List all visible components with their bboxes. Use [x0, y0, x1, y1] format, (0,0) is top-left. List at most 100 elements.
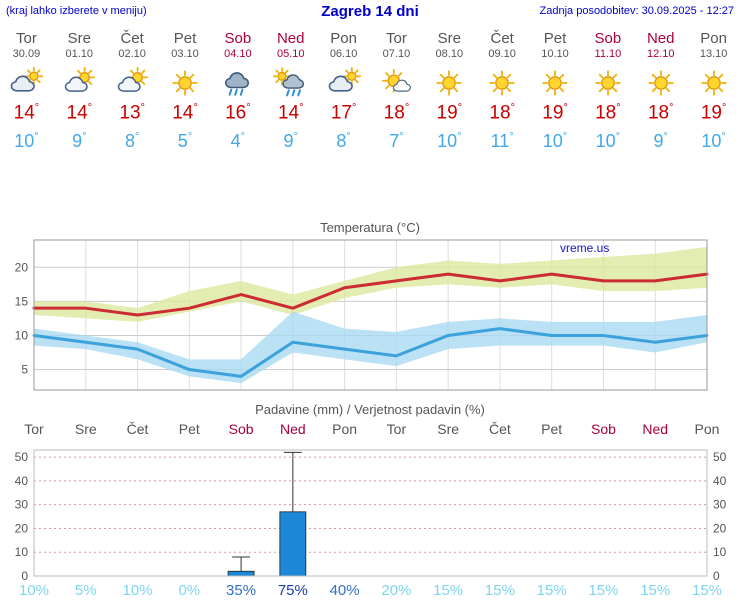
- min-temp: 9°: [653, 131, 668, 152]
- rain-icon: [224, 72, 249, 96]
- temperature-chart: 5 10 15 20 vreme.us: [15, 239, 709, 391]
- precip-probability: 40%: [330, 582, 360, 599]
- day-column[interactable]: Čet 09.10 18° 11°: [476, 30, 529, 152]
- precip-probability: 20%: [381, 582, 411, 599]
- max-temp: 19°: [700, 102, 727, 124]
- day-date: 04.10: [224, 48, 252, 60]
- svg-text:0: 0: [713, 569, 720, 583]
- precip-probability: 15%: [692, 582, 722, 599]
- min-temp: 10°: [542, 131, 568, 152]
- day-name: Sob: [224, 30, 252, 47]
- day-column[interactable]: Sob 11.10 18° 10°: [581, 30, 634, 152]
- precip-day-label: Ned: [642, 421, 668, 437]
- day-name: Čet: [490, 30, 514, 47]
- day-date: 06.10: [329, 48, 358, 60]
- day-name: Pon: [330, 30, 357, 47]
- day-column[interactable]: Pon 13.10 19° 10°: [687, 30, 740, 152]
- day-date: 07.10: [382, 48, 411, 60]
- day-column[interactable]: Sre 08.10 19° 10°: [423, 30, 476, 152]
- precipitation-chart: Tor Sre Čet Pet Sob Ned Pon Tor Sre Čet Pet Sob Ned P…: [15, 421, 727, 599]
- day-column[interactable]: Sob 04.10 16° 4°: [211, 30, 264, 152]
- svg-text:10: 10: [15, 328, 29, 342]
- day-date: 30.09: [12, 48, 41, 60]
- min-temp: 7°: [389, 131, 404, 152]
- cloudy-icon: [11, 67, 44, 92]
- precip-probability: 15%: [433, 582, 463, 599]
- day-column[interactable]: Pet 10.10 19° 10°: [529, 30, 582, 152]
- svg-text:0: 0: [21, 569, 28, 583]
- max-temp: 18°: [647, 102, 674, 124]
- sunny-icon: [542, 70, 568, 96]
- day-column[interactable]: Čet 02.10 13° 8°: [106, 30, 159, 152]
- max-temp: 18°: [489, 102, 515, 124]
- max-temp: 17°: [330, 102, 357, 124]
- precip-probability: 15%: [640, 582, 670, 599]
- max-temp: 18°: [383, 102, 410, 124]
- day-name: Sob: [594, 30, 622, 47]
- precip-probability: 15%: [588, 582, 618, 599]
- day-date: 08.10: [435, 48, 464, 60]
- max-temp: 14°: [277, 102, 304, 124]
- day-name: Ned: [276, 30, 305, 47]
- precip-day-label: Sob: [591, 421, 616, 437]
- max-temp: 14°: [13, 102, 40, 124]
- precip-probability: 15%: [537, 582, 567, 599]
- cloudy-icon: [328, 67, 361, 92]
- min-temp: 10°: [14, 131, 39, 152]
- svg-text:10: 10: [15, 545, 29, 559]
- svg-text:20: 20: [15, 521, 29, 535]
- max-temp: 19°: [542, 102, 568, 124]
- precip-probability: 75%: [278, 582, 308, 599]
- max-temp: 14°: [172, 102, 198, 124]
- precip-bar: [279, 511, 307, 577]
- svg-text:15: 15: [15, 294, 29, 308]
- min-temp: 9°: [72, 131, 87, 152]
- min-temp: 4°: [230, 131, 246, 152]
- precip-day-label: Sre: [437, 421, 459, 437]
- day-column[interactable]: Pet 03.10 14° 5°: [159, 30, 212, 152]
- precip-day-label: Sre: [75, 421, 97, 437]
- watermark-link[interactable]: vreme.us: [560, 241, 609, 255]
- day-column[interactable]: Ned 05.10 14° 9°: [264, 30, 317, 152]
- day-name: Sre: [67, 30, 91, 47]
- partly-cloudy-icon: [65, 67, 96, 92]
- header: (kraj lahko izberete v meniju) Zagreb 14…: [0, 0, 740, 24]
- day-column[interactable]: Ned 12.10 18° 9°: [634, 30, 687, 152]
- precip-day-label: Ned: [280, 421, 306, 437]
- svg-text:40: 40: [713, 474, 727, 488]
- day-date: 12.10: [646, 48, 675, 60]
- precip-day-label: Čet: [489, 421, 511, 437]
- page-title: Zagreb 14 dni: [321, 3, 419, 20]
- day-column[interactable]: Pon 06.10 17° 8°: [317, 30, 370, 152]
- day-column[interactable]: Sre 01.10 14° 9°: [53, 30, 106, 152]
- day-name: Pet: [173, 30, 197, 47]
- svg-text:20: 20: [713, 521, 727, 535]
- sunny-icon: [489, 70, 515, 96]
- min-temp: 8°: [336, 131, 351, 152]
- max-temp: 14°: [66, 102, 93, 124]
- day-name: Sre: [437, 30, 461, 47]
- precip-probability: 15%: [485, 582, 515, 599]
- day-date: 10.10: [541, 48, 569, 60]
- max-temp: 16°: [225, 102, 251, 124]
- min-temp: 8°: [124, 131, 140, 152]
- precip-day-label: Pet: [179, 421, 200, 437]
- rain-sun-icon: [272, 67, 304, 97]
- day-date: 13.10: [699, 48, 728, 60]
- precip-day-label: Čet: [127, 421, 149, 437]
- min-temp: 10°: [701, 131, 726, 152]
- precip-day-label: Pon: [332, 421, 357, 437]
- precipitation-chart-title: Padavine (mm) / Verjetnost padavin (%): [255, 402, 485, 417]
- max-temp: 19°: [436, 102, 463, 124]
- day-column[interactable]: Tor 30.09 14° 10°: [0, 30, 53, 152]
- last-updated: Zadnja posodobitev: 30.09.2025 - 12:27: [539, 5, 734, 17]
- precip-probability: 10%: [123, 582, 153, 599]
- precip-probability: 35%: [226, 582, 256, 599]
- day-date: 03.10: [171, 48, 199, 60]
- day-column[interactable]: Tor 07.10 18° 7°: [370, 30, 423, 152]
- mostly-sunny-icon: [382, 69, 412, 93]
- day-date: 01.10: [65, 48, 94, 60]
- min-temp: 10°: [595, 131, 621, 152]
- precip-day-label: Pon: [695, 421, 720, 437]
- precip-day-label: Sob: [229, 421, 254, 437]
